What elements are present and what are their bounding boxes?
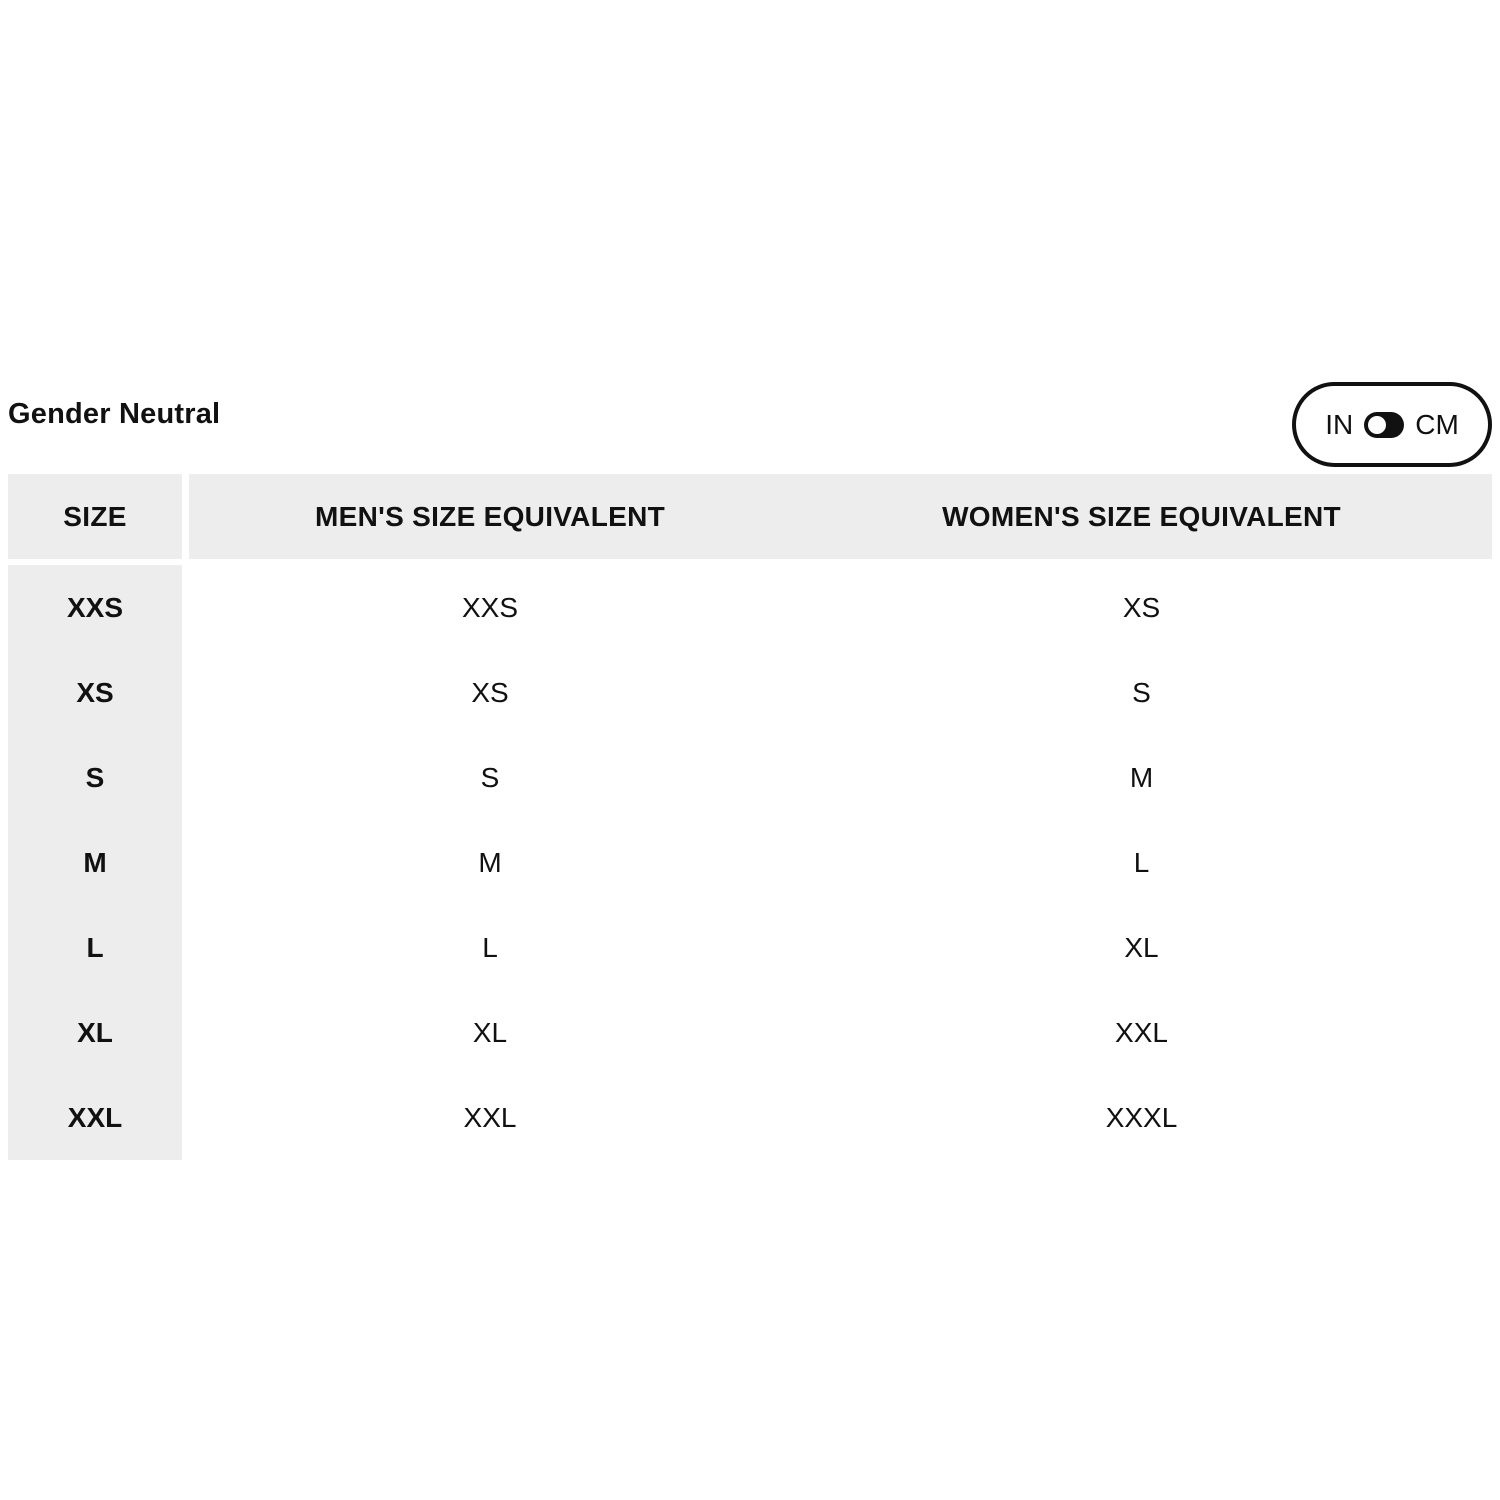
mens-size-cell: XL (189, 990, 791, 1075)
womens-size-cell: S (791, 650, 1492, 735)
table-row: L L XL (8, 905, 1492, 990)
table-row: XL XL XXL (8, 990, 1492, 1075)
size-cell: XS (8, 650, 182, 735)
womens-size-cell: XS (791, 565, 1492, 650)
table-row: M M L (8, 820, 1492, 905)
womens-size-cell: XL (791, 905, 1492, 990)
table-body: XXS XXS XS XS XS S S S M M M L L L XL XL… (8, 565, 1492, 1160)
mens-size-cell: M (189, 820, 791, 905)
column-header-size: SIZE (8, 474, 182, 559)
womens-size-cell: XXL (791, 990, 1492, 1075)
mens-size-cell: XS (189, 650, 791, 735)
size-table: SIZE MEN'S SIZE EQUIVALENT WOMEN'S SIZE … (8, 474, 1492, 1160)
mens-size-cell: XXS (189, 565, 791, 650)
womens-size-cell: L (791, 820, 1492, 905)
womens-size-cell: XXXL (791, 1075, 1492, 1160)
unit-cm-label[interactable]: CM (1415, 408, 1459, 440)
mens-size-cell: L (189, 905, 791, 990)
mens-size-cell: XXL (189, 1075, 791, 1160)
column-header-mens-equivalent: MEN'S SIZE EQUIVALENT (189, 474, 791, 559)
size-cell: M (8, 820, 182, 905)
size-cell: L (8, 905, 182, 990)
mens-size-cell: S (189, 735, 791, 820)
column-header-womens-equivalent: WOMEN'S SIZE EQUIVALENT (791, 474, 1492, 559)
womens-size-cell: M (791, 735, 1492, 820)
table-row: XXS XXS XS (8, 565, 1492, 650)
unit-switch-icon[interactable] (1364, 411, 1405, 438)
table-header-row: SIZE MEN'S SIZE EQUIVALENT WOMEN'S SIZE … (8, 474, 1492, 559)
size-cell: XXS (8, 565, 182, 650)
size-cell: XXL (8, 1075, 182, 1160)
page-title: Gender Neutral (8, 398, 221, 430)
size-cell: XL (8, 990, 182, 1075)
table-row: XXL XXL XXXL (8, 1075, 1492, 1160)
table-row: S S M (8, 735, 1492, 820)
unit-toggle[interactable]: IN CM (1292, 382, 1492, 467)
unit-in-label[interactable]: IN (1325, 408, 1354, 440)
size-cell: S (8, 735, 182, 820)
unit-switch-knob (1368, 415, 1387, 434)
table-row: XS XS S (8, 650, 1492, 735)
